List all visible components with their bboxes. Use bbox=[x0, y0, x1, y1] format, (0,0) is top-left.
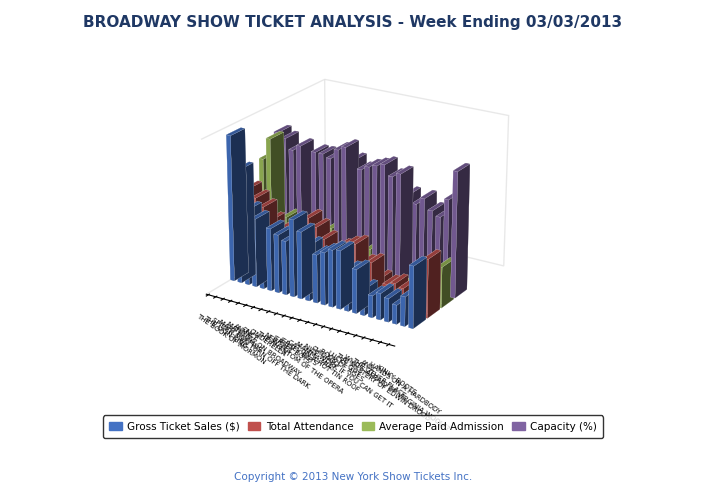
Text: BROADWAY SHOW TICKET ANALYSIS - Week Ending 03/03/2013: BROADWAY SHOW TICKET ANALYSIS - Week End… bbox=[83, 15, 623, 30]
Legend: Gross Ticket Sales ($), Total Attendance, Average Paid Admission, Capacity (%): Gross Ticket Sales ($), Total Attendance… bbox=[103, 415, 603, 438]
Text: Copyright © 2013 New York Show Tickets Inc.: Copyright © 2013 New York Show Tickets I… bbox=[234, 472, 472, 482]
